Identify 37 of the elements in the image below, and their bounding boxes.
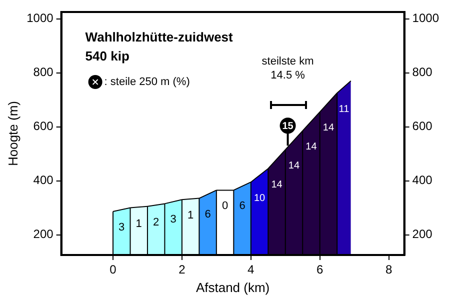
- annotation: 14: [306, 142, 318, 153]
- annotation: 14: [271, 179, 283, 190]
- text: Wahlholzhütte-zuidwest: [85, 30, 234, 45]
- y2-tick-label: 800: [412, 65, 433, 80]
- y-tick-label: 600: [33, 119, 54, 134]
- annotation: steilste km: [262, 56, 314, 68]
- annotation: 1: [136, 218, 142, 230]
- y-axis-title: Hoogte (m): [5, 100, 20, 166]
- x-axis-title: Afstand (km): [196, 280, 270, 295]
- y-tick-label: 200: [33, 227, 54, 242]
- annotation: 3: [118, 222, 125, 234]
- x-tick-label: 0: [110, 262, 117, 277]
- annotation: 1: [188, 210, 194, 222]
- text: 540 kip: [85, 48, 130, 64]
- x-tick-label: 2: [178, 262, 186, 277]
- y2-tick-label: 1000: [412, 11, 440, 26]
- annotation: 6: [204, 208, 211, 220]
- annotation: 14: [322, 122, 334, 134]
- annotation: 14: [288, 160, 300, 172]
- y-tick-label: 400: [33, 173, 54, 188]
- annotation: 14.5 %: [270, 70, 306, 82]
- x-tick-label: 4: [248, 262, 255, 277]
- x-tick-label: 8: [385, 262, 392, 277]
- y-tick-label: 1000: [26, 11, 54, 26]
- y2-tick-label: 200: [412, 227, 433, 242]
- y-tick-label: 800: [33, 65, 54, 80]
- annotation: 6: [239, 200, 246, 212]
- annotation: 11: [338, 104, 350, 115]
- annotation: 2: [153, 216, 160, 228]
- annotation: 0: [222, 200, 228, 212]
- annotation: 3: [170, 214, 176, 226]
- y2-tick-label: 400: [412, 173, 433, 188]
- annotation: 15: [282, 120, 294, 132]
- annotation: 10: [254, 192, 266, 204]
- y2-tick-label: 600: [412, 119, 433, 134]
- x-tick-label: 6: [316, 262, 324, 277]
- legend-label: : steile 250 m (%): [104, 76, 190, 88]
